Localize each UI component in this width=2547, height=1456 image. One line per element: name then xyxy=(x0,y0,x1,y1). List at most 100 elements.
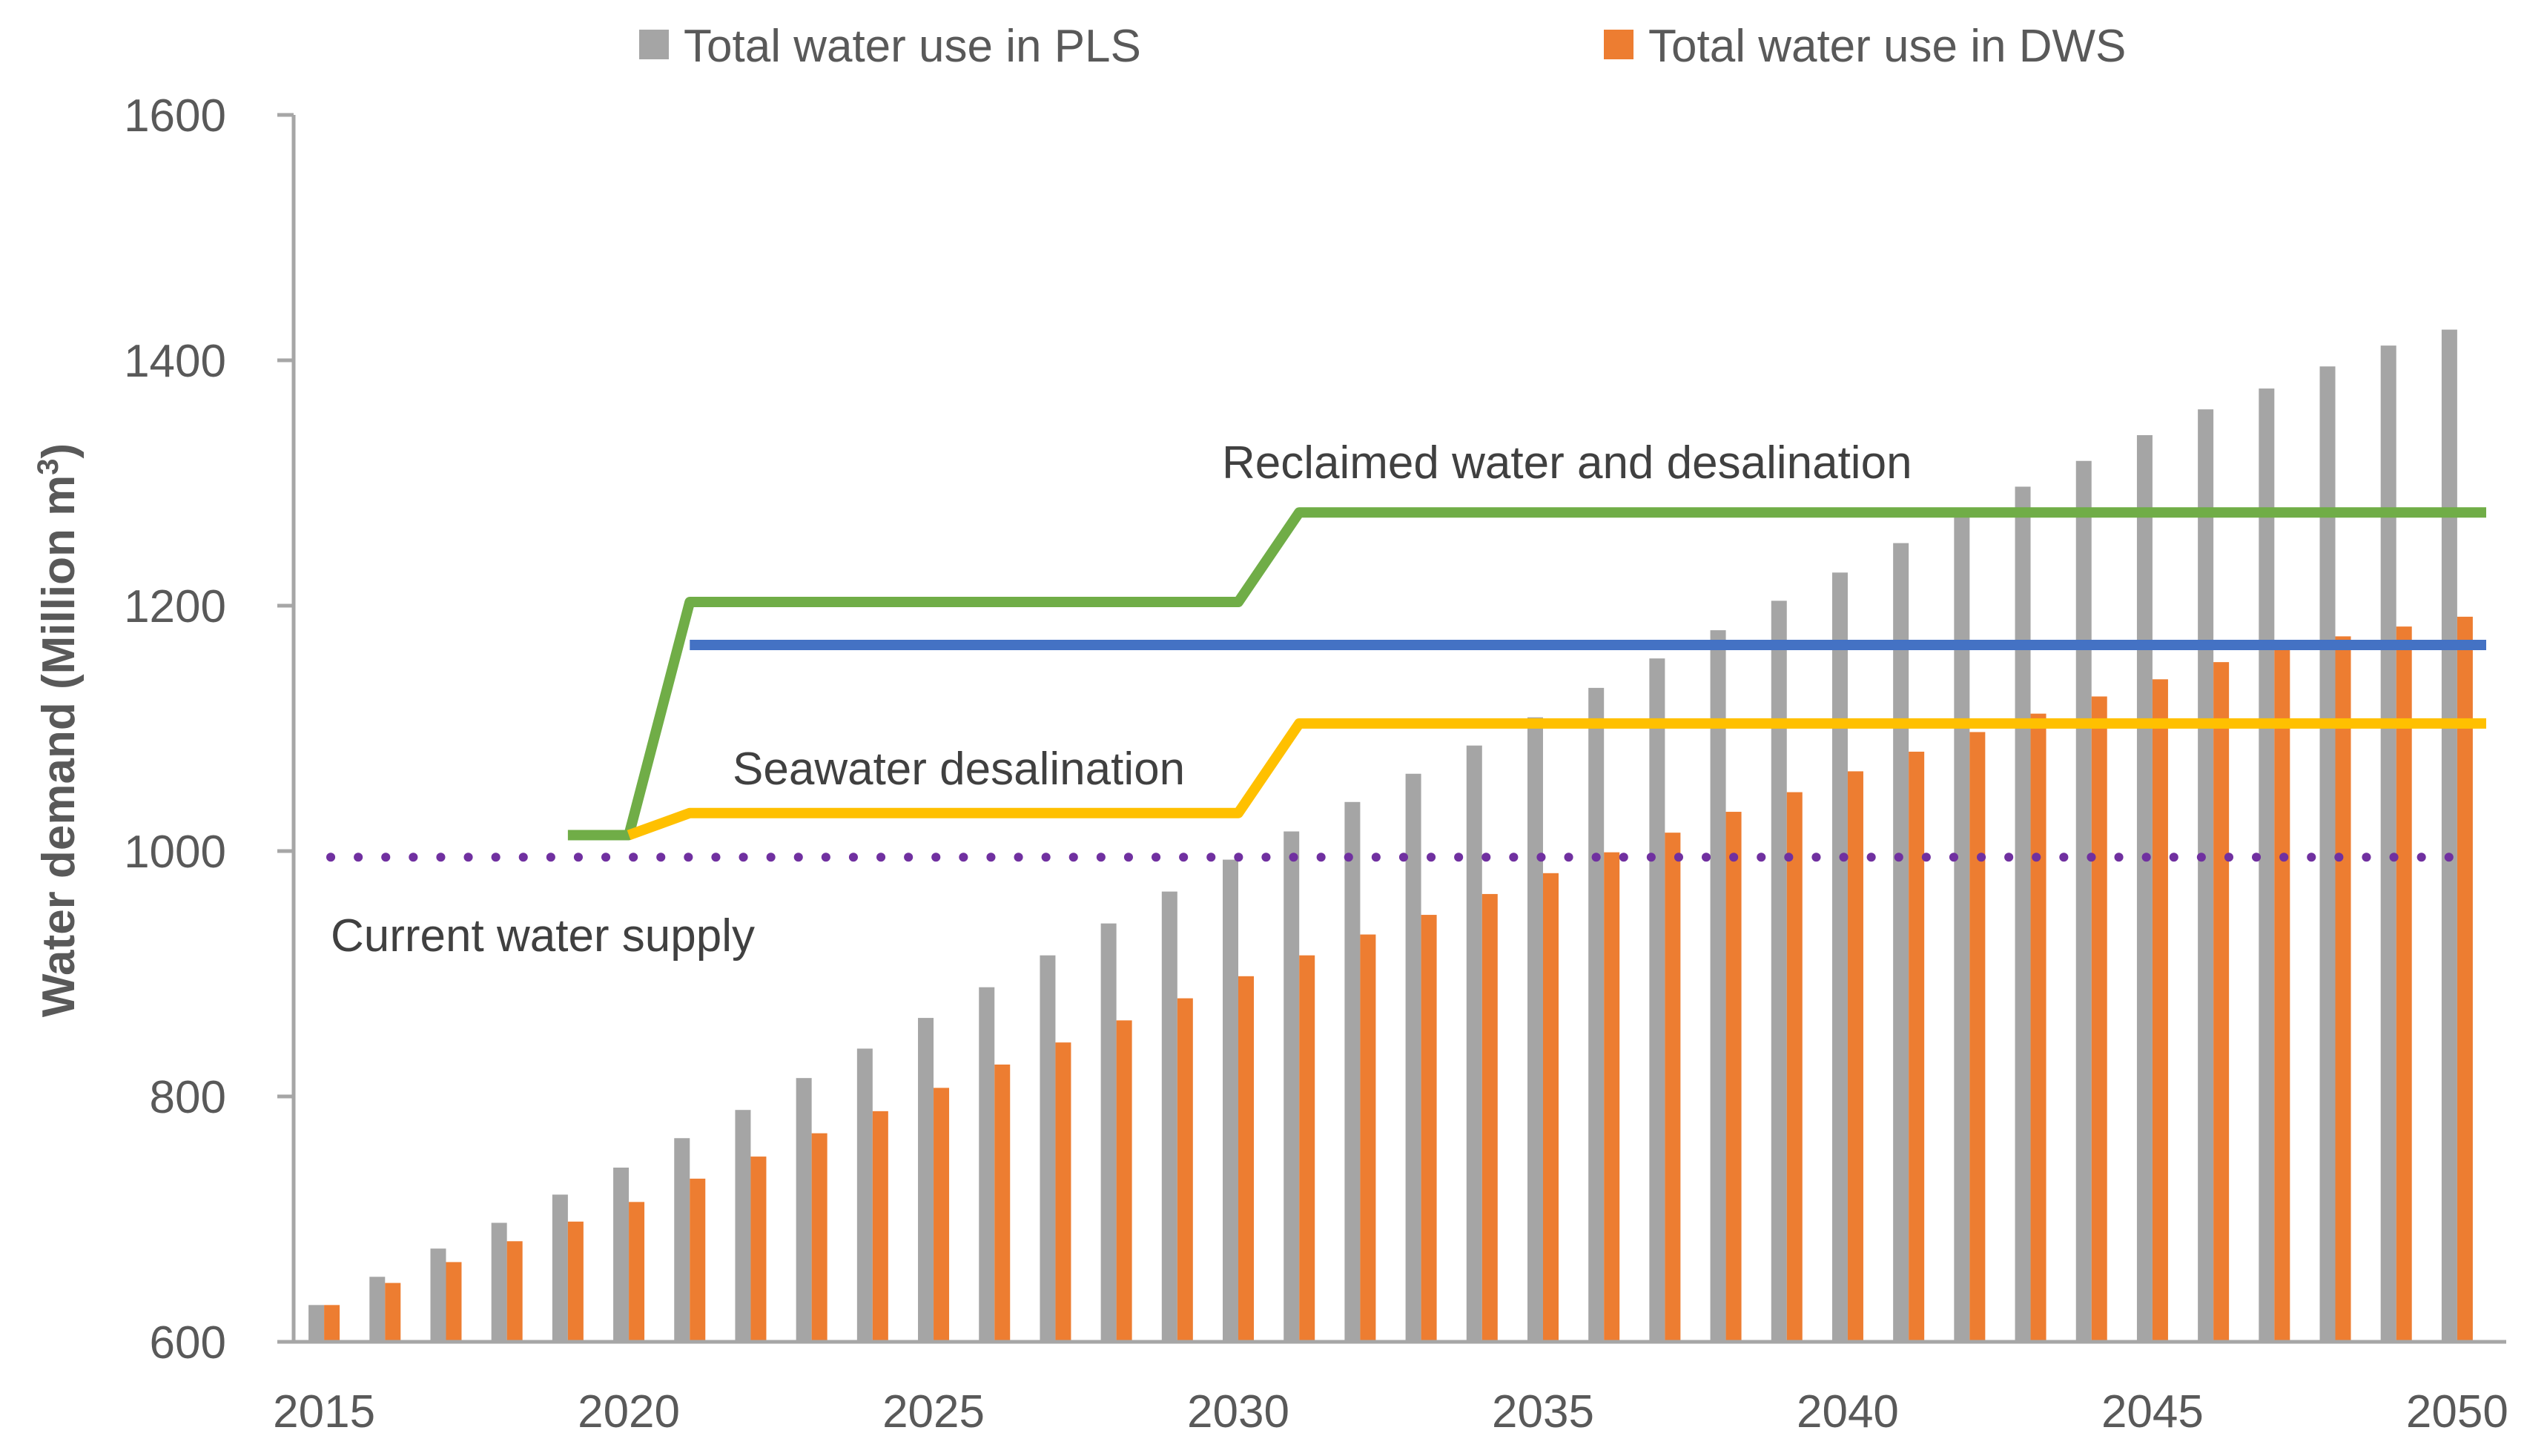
line-seawater-desalination xyxy=(627,718,2486,841)
bar-dws xyxy=(1360,934,1376,1342)
bar-dws xyxy=(2457,616,2473,1342)
bar-pls xyxy=(856,1048,873,1342)
bar-dws xyxy=(1604,852,1620,1342)
bar-pls xyxy=(979,987,995,1342)
y-tick-label: 800 xyxy=(150,1072,226,1123)
bar-dws xyxy=(629,1202,645,1342)
legend-swatch-pls xyxy=(639,30,669,59)
legend-label-dws: Total water use in DWS xyxy=(1648,21,2126,72)
bar-dws xyxy=(567,1221,584,1342)
annotation-reclaimed-desalination: Reclaimed water and desalination xyxy=(1222,437,1912,489)
bar-pls xyxy=(1344,801,1361,1342)
y-tick-label: 1000 xyxy=(124,827,226,878)
bar-dws xyxy=(1299,955,1315,1342)
x-tick-label: 2050 xyxy=(2406,1386,2508,1437)
y-axis-label-main: Water demand (Million m xyxy=(33,475,85,1017)
y-axis-label-sup: 3 xyxy=(32,459,65,475)
y-tick-label: 600 xyxy=(150,1317,226,1369)
bar-pls xyxy=(1831,572,1848,1343)
bar-pls xyxy=(1284,831,1300,1342)
y-tick-label: 1600 xyxy=(124,90,226,142)
bar-dws xyxy=(1116,1020,1132,1342)
bar-dws xyxy=(2274,647,2290,1342)
bar-dws xyxy=(1665,833,1681,1342)
x-tick-label: 2025 xyxy=(882,1386,985,1437)
bar-pls xyxy=(1527,717,1543,1342)
bar-pls xyxy=(308,1305,325,1342)
bar-dws xyxy=(811,1133,827,1342)
bar-dws xyxy=(2335,636,2351,1342)
bar-pls xyxy=(1893,543,1909,1342)
bar-dws xyxy=(934,1088,950,1342)
bar-dws xyxy=(750,1156,767,1342)
legend-label-pls: Total water use in PLS xyxy=(684,21,1141,72)
bar-dws xyxy=(2091,696,2107,1342)
bar-pls xyxy=(796,1078,812,1342)
bar-pls xyxy=(2319,366,2336,1342)
bar-dws xyxy=(872,1111,888,1342)
bar-pls xyxy=(2441,329,2457,1342)
line-reclaimed-water-and-desalination xyxy=(567,507,2486,841)
x-tick-label: 2015 xyxy=(273,1386,375,1437)
bar-dws xyxy=(1177,998,1193,1342)
legend: Total water use in PLS Total water use i… xyxy=(639,21,2126,72)
x-axis-ticks: 2015 2020 2025 2030 2035 2040 2045 2050 xyxy=(273,1386,2508,1437)
bar-dws xyxy=(2396,626,2412,1342)
bar-dws xyxy=(446,1262,462,1342)
bar-dws xyxy=(1847,771,1863,1342)
bar-dws xyxy=(1481,893,1498,1342)
bar-pls xyxy=(1710,630,1726,1342)
bar-dws xyxy=(690,1178,706,1342)
bar-pls xyxy=(491,1222,507,1342)
bar-pls xyxy=(2198,409,2214,1343)
x-tick-label: 2030 xyxy=(1187,1386,1289,1437)
y-axis-ticks: 600 800 1000 1200 1400 1600 xyxy=(124,90,294,1369)
bar-pls xyxy=(2136,434,2153,1342)
legend-swatch-dws xyxy=(1604,30,1633,59)
bar-dws xyxy=(2030,713,2046,1342)
annotation-seawater-desalination: Seawater desalination xyxy=(733,744,1185,795)
x-tick-label: 2045 xyxy=(2101,1386,2204,1437)
bar-pls xyxy=(1771,600,1787,1342)
bar-pls xyxy=(1223,859,1239,1342)
bar-pls xyxy=(2015,486,2031,1342)
bar-pls xyxy=(613,1167,630,1342)
bar-pls xyxy=(1466,745,1482,1342)
bar-dws xyxy=(2152,679,2168,1342)
annotation-current-water-supply: Current water supply xyxy=(331,910,755,962)
x-tick-label: 2035 xyxy=(1492,1386,1594,1437)
bar-pls xyxy=(1100,923,1117,1342)
bar-pls xyxy=(430,1248,446,1342)
bar-dws xyxy=(1238,976,1255,1342)
bar-pls xyxy=(2380,345,2396,1342)
bar-dws xyxy=(324,1305,340,1342)
bar-dws xyxy=(1725,812,1742,1342)
bar-dws xyxy=(994,1064,1011,1342)
bar-dws xyxy=(1055,1042,1071,1342)
bar-dws xyxy=(1969,732,1986,1342)
bar-dws xyxy=(1786,792,1803,1342)
bar-dws xyxy=(1421,915,1437,1342)
x-tick-label: 2020 xyxy=(578,1386,680,1437)
x-tick-label: 2040 xyxy=(1797,1386,1899,1437)
bar-pls xyxy=(2075,460,2092,1343)
y-tick-label: 1200 xyxy=(124,581,226,632)
bar-pls xyxy=(1649,658,1665,1342)
bar-pls xyxy=(1405,773,1421,1342)
bar-dws xyxy=(1909,751,1925,1342)
bar-pls xyxy=(1954,513,1970,1342)
y-axis-label: Water demand (Million m3) xyxy=(32,443,85,1017)
line-series xyxy=(326,507,2486,862)
bar-dws xyxy=(2213,662,2230,1342)
bar-dws xyxy=(385,1283,401,1342)
y-tick-label: 1400 xyxy=(124,336,226,387)
bar-pls xyxy=(1040,955,1056,1342)
bar-pls xyxy=(1588,687,1605,1342)
bar-pls xyxy=(1161,891,1177,1342)
bar-pls xyxy=(735,1110,751,1342)
bar-pls xyxy=(2259,388,2275,1343)
bar-pls xyxy=(369,1277,386,1342)
bar-dws xyxy=(1542,873,1559,1342)
y-axis-label-tail: ) xyxy=(33,443,85,459)
